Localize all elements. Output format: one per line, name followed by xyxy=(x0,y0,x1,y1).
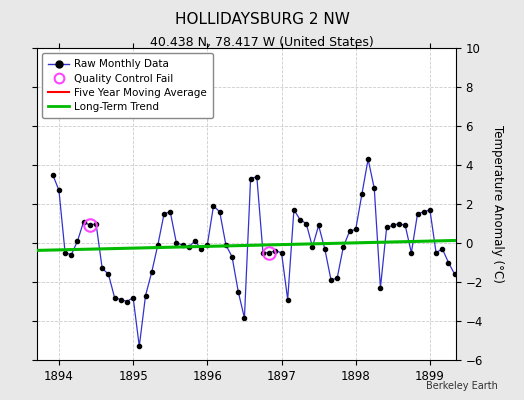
Point xyxy=(111,294,119,301)
Point xyxy=(376,285,385,291)
Point xyxy=(407,250,416,256)
Point xyxy=(308,244,316,250)
Point xyxy=(184,244,193,250)
Point xyxy=(166,209,174,215)
Point xyxy=(154,242,162,248)
Point xyxy=(141,292,150,299)
Point xyxy=(209,203,217,209)
Point xyxy=(135,343,144,350)
Text: Berkeley Earth: Berkeley Earth xyxy=(426,381,498,391)
Point xyxy=(302,220,310,227)
Point xyxy=(80,218,88,225)
Point xyxy=(86,222,94,229)
Point xyxy=(123,298,131,305)
Point xyxy=(253,174,261,180)
Point xyxy=(438,246,446,252)
Y-axis label: Temperature Anomaly (°C): Temperature Anomaly (°C) xyxy=(491,125,504,283)
Point xyxy=(61,250,69,256)
Point xyxy=(345,228,354,234)
Point xyxy=(265,250,274,256)
Point xyxy=(67,252,75,258)
Point xyxy=(240,315,248,321)
Point xyxy=(203,242,212,248)
Point xyxy=(259,250,267,256)
Point xyxy=(179,242,187,248)
Point xyxy=(116,296,125,303)
Point xyxy=(228,254,236,260)
Point xyxy=(413,210,422,217)
Point xyxy=(420,209,428,215)
Point xyxy=(234,288,243,295)
Point xyxy=(339,244,347,250)
Point xyxy=(327,277,335,283)
Text: HOLLIDAYSBURG 2 NW: HOLLIDAYSBURG 2 NW xyxy=(174,12,350,27)
Point xyxy=(290,207,298,213)
Point xyxy=(451,271,459,278)
Point xyxy=(191,238,199,244)
Point xyxy=(358,191,366,198)
Point xyxy=(389,222,397,229)
Point xyxy=(333,275,341,281)
Point xyxy=(129,294,137,301)
Point xyxy=(314,222,323,229)
Point xyxy=(104,271,113,278)
Point xyxy=(321,246,329,252)
Point xyxy=(370,185,378,192)
Point xyxy=(383,224,391,230)
Point xyxy=(222,242,230,248)
Point xyxy=(92,220,100,227)
Point xyxy=(277,250,286,256)
Point xyxy=(283,296,292,303)
Point xyxy=(49,172,57,178)
Point xyxy=(147,269,156,276)
Point xyxy=(432,250,440,256)
Point xyxy=(444,259,453,266)
Point xyxy=(395,220,403,227)
Point xyxy=(296,216,304,223)
Point xyxy=(352,226,360,232)
Point xyxy=(215,209,224,215)
Point xyxy=(160,210,168,217)
Point xyxy=(271,248,280,254)
Legend: Raw Monthly Data, Quality Control Fail, Five Year Moving Average, Long-Term Tren: Raw Monthly Data, Quality Control Fail, … xyxy=(42,53,213,118)
Text: 40.438 N, 78.417 W (United States): 40.438 N, 78.417 W (United States) xyxy=(150,36,374,49)
Point xyxy=(98,265,106,272)
Point xyxy=(401,222,409,229)
Point xyxy=(246,176,255,182)
Point xyxy=(54,187,63,194)
Point xyxy=(73,238,82,244)
Point xyxy=(364,156,372,162)
Point xyxy=(172,240,181,246)
Point xyxy=(425,207,434,213)
Point xyxy=(197,246,205,252)
